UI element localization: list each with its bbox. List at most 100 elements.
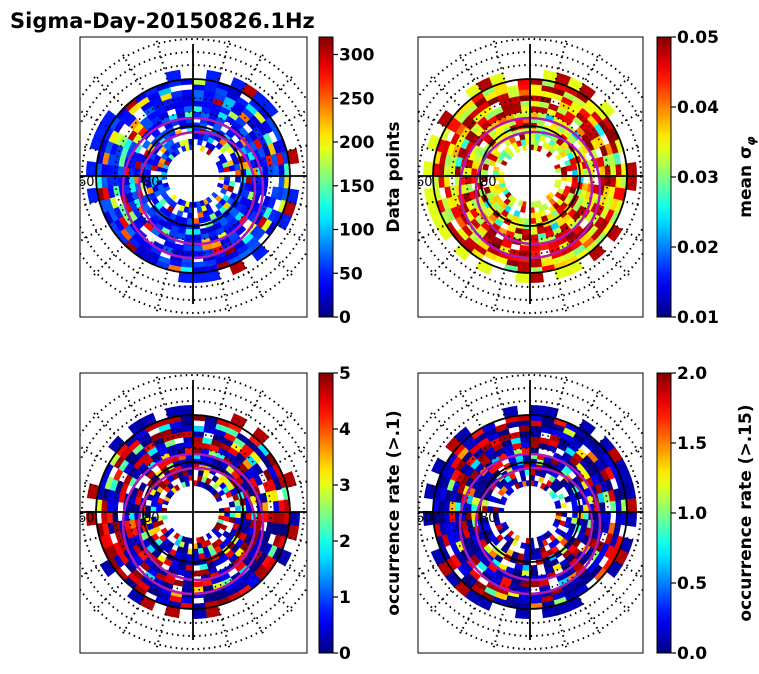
heatmap-cell (254, 184, 263, 195)
heatmap-cell (570, 181, 578, 189)
heatmap-cell (133, 248, 148, 261)
heatmap-cell (602, 521, 611, 534)
meridian-spoke (155, 38, 169, 80)
heatmap-cell (469, 468, 480, 480)
heatmap-cell (594, 107, 608, 121)
heatmap-cell (224, 512, 231, 518)
heatmap-cell (444, 521, 453, 535)
heatmap-cell (277, 535, 287, 551)
heatmap-cell (575, 532, 585, 543)
heatmap-cell (133, 584, 148, 597)
heatmap-cell (113, 119, 126, 133)
heatmap-cell (248, 98, 263, 112)
heatmap-cell (504, 153, 512, 161)
heatmap-cell (146, 586, 161, 597)
heatmap-cell (554, 499, 561, 506)
heatmap-cell (561, 512, 568, 518)
heatmap-cell (286, 188, 300, 205)
heatmap-cell (521, 228, 530, 236)
heatmap-cell (521, 480, 527, 487)
heatmap-cell (500, 495, 508, 503)
heatmap-cell (151, 185, 159, 193)
heatmap-cell (252, 462, 264, 476)
heatmap-cell (441, 476, 451, 490)
heatmap-cell (484, 110, 496, 121)
heatmap-cell (438, 511, 445, 524)
heatmap-cell (276, 152, 285, 166)
heatmap-cell (242, 458, 254, 471)
heatmap-cell (496, 92, 510, 102)
heatmap-cell (582, 512, 590, 521)
heatmap-cell (562, 115, 574, 126)
heatmap-cell (205, 196, 213, 204)
heatmap-cell (492, 170, 499, 176)
heatmap-cell (272, 534, 282, 548)
heatmap-cell (272, 500, 280, 513)
heatmap-cell (151, 521, 159, 529)
heatmap-cell (450, 554, 462, 568)
heatmap-cell (115, 106, 129, 121)
heatmap-cell (445, 220, 458, 236)
heatmap-cell (491, 236, 504, 246)
heatmap-cell (193, 133, 199, 140)
heatmap-cell (161, 515, 168, 521)
heatmap-cell (565, 553, 576, 564)
heatmap-cell (614, 458, 630, 476)
meridian-spoke (616, 225, 643, 243)
heatmap-cell (141, 139, 152, 150)
heatmap-cell (223, 245, 237, 257)
heatmap-cell (133, 427, 149, 440)
heatmap-cell (451, 530, 461, 543)
heatmap-cell (484, 426, 498, 438)
heatmap-cell (449, 164, 456, 176)
heatmap-cell (469, 207, 480, 219)
heatmap-cell (123, 560, 136, 574)
heatmap-cell (200, 541, 208, 549)
heatmap-cell (133, 167, 141, 176)
heatmap-cell (505, 258, 519, 268)
heatmap-cell (507, 530, 515, 538)
heatmap-cell (542, 532, 550, 540)
meridian-spoke (263, 246, 295, 278)
heatmap-cell (499, 182, 506, 189)
heatmap-cell (239, 146, 248, 157)
heatmap-cell (260, 156, 268, 168)
heatmap-cell (594, 231, 608, 246)
heatmap-cell (555, 167, 562, 173)
heatmap-cell (262, 502, 269, 513)
heatmap-cell (439, 210, 451, 225)
heatmap-cell (496, 586, 510, 596)
heatmap-cell (561, 171, 568, 177)
heatmap-cell (275, 523, 285, 537)
heatmap-cell (594, 567, 608, 582)
heatmap-cell (445, 435, 463, 453)
heatmap-cell (495, 157, 503, 164)
heatmap-cell (151, 576, 165, 587)
heatmap-cell (181, 425, 194, 433)
heatmap-cell (460, 576, 475, 590)
heatmap-cell (529, 245, 540, 252)
heatmap-cell (496, 481, 505, 490)
heatmap-cell (144, 169, 152, 176)
heatmap-cell (517, 216, 525, 224)
heatmap-cell (286, 524, 300, 541)
heatmap-cell (500, 576, 512, 585)
heatmap-cell (205, 532, 213, 540)
heatmap-cell (133, 503, 141, 512)
heatmap-cell (119, 227, 133, 241)
heatmap-cell (219, 145, 228, 154)
heatmap-cell (450, 119, 463, 133)
heatmap-cell (99, 137, 109, 153)
heatmap-cell (556, 572, 568, 582)
heatmap-cell (437, 110, 454, 128)
heatmap-cell (497, 489, 506, 497)
heatmap-cell (214, 591, 229, 601)
heatmap-cell (470, 427, 486, 440)
heatmap-cell (550, 586, 564, 596)
heatmap-cell (520, 442, 531, 449)
heatmap-cell (147, 446, 159, 457)
heatmap-cell (550, 492, 558, 500)
heatmap-cell (167, 153, 175, 161)
heatmap-cell (180, 261, 193, 268)
heatmap-cell (133, 143, 143, 154)
